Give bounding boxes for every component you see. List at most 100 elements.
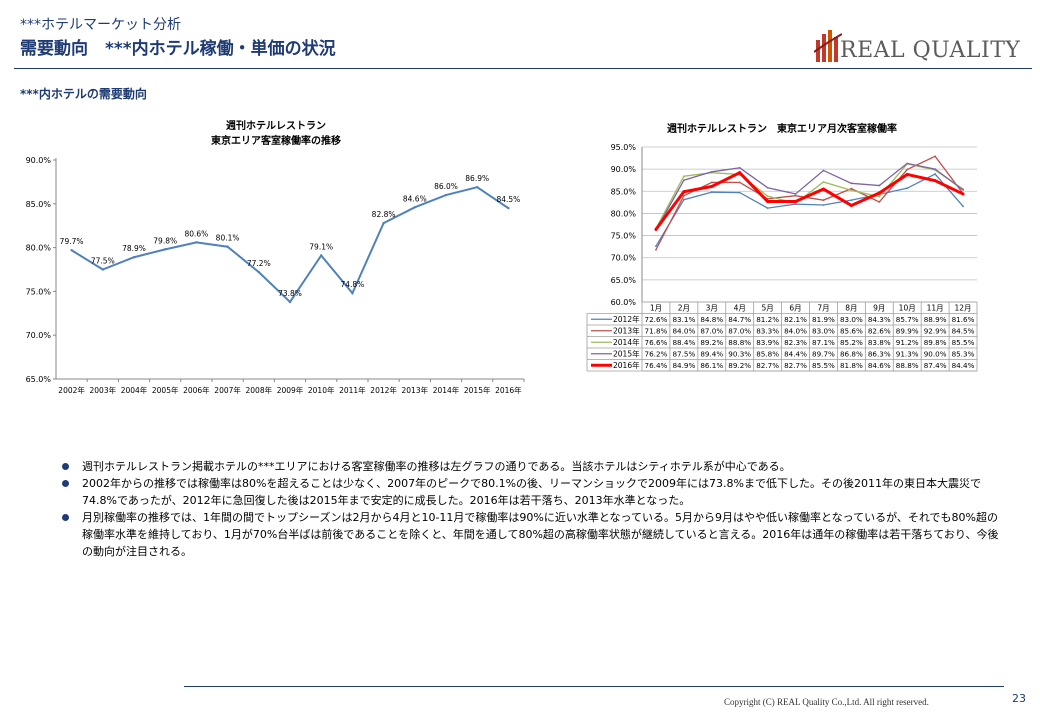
chart2-table-cell: 83.3% [756, 326, 779, 335]
chart1-data-label: 80.6% [184, 229, 208, 238]
chart1-x-tick-label: 2004年 [121, 385, 148, 395]
chart1-data-label: 77.2% [247, 259, 271, 268]
chart2-y-tick-label: 80.0% [611, 209, 637, 218]
chart1-data-point [164, 248, 167, 251]
chart2-data-point [794, 199, 798, 203]
chart2-data-point [794, 193, 797, 195]
chart2-data-point [905, 172, 909, 176]
chart2-data-point [822, 169, 825, 172]
chart2-table-cell: 85.5% [952, 338, 975, 347]
chart2-data-point [850, 182, 853, 185]
chart2-table-cell: 84.3% [868, 315, 891, 324]
chart2-data-point [934, 168, 937, 171]
bullet-item: 2002年からの推移では稼働率は80%を超えることは少なく、2007年のピークで… [62, 475, 1002, 509]
chart2-table-cell: 76.6% [645, 338, 668, 347]
chart2-y-tick-label: 95.0% [611, 143, 637, 152]
chart2-legend-label: 2015年 [613, 348, 640, 358]
chart2-data-point [933, 179, 937, 183]
chart1-x-tick-label: 2012年 [370, 385, 397, 395]
chart2-table-cell: 87.4% [924, 361, 947, 370]
chart1-x-tick-label: 2008年 [246, 385, 273, 395]
chart2-data-point [850, 187, 853, 190]
chart1-data-label: 77.5% [91, 257, 115, 266]
chart2-table-cell: 72.6% [645, 315, 668, 324]
chart2-data-point [738, 191, 741, 194]
chart2-y-tick-label: 60.0% [611, 298, 637, 307]
chart1-y-tick-label: 90.0% [26, 156, 52, 165]
section-title: ***内ホテルの需要動向 [20, 87, 147, 101]
chart2-data-point [934, 173, 937, 175]
chart2-table-cell: 85.6% [840, 326, 863, 335]
chart2-table-cell: 88.9% [924, 315, 947, 324]
chart2-data-point [655, 245, 657, 248]
chart2-series-line-2016年 [654, 170, 964, 231]
chart1-data-label: 80.1% [216, 234, 240, 243]
chart2-y-tick-label: 75.0% [611, 232, 637, 241]
chart2-table-cell: 84.9% [672, 361, 695, 370]
chart2-data-point [849, 203, 853, 207]
chart1-data-point [351, 291, 354, 295]
chart2-y-tick-label: 65.0% [611, 276, 637, 285]
chart2-table-cell: 86.1% [700, 361, 723, 370]
chart2-table-cell: 76.2% [645, 349, 668, 358]
chart1-data-point [476, 185, 479, 189]
chart2-data-point [766, 186, 769, 189]
chart2-table-cell: 87.5% [672, 349, 695, 358]
chart2-legend-label: 2014年 [613, 337, 640, 347]
chart2-data-point [738, 181, 741, 184]
chart2-data-point [654, 227, 658, 231]
chart1-data-point [413, 206, 416, 209]
chart2-table-cell: 84.4% [952, 361, 975, 370]
chart2-table-cell: 89.2% [728, 361, 751, 370]
chart2-table-cell: 83.0% [840, 315, 863, 324]
chart2-data-point [682, 175, 685, 178]
chart2-data-point [821, 187, 825, 191]
chart1-data-point [257, 270, 260, 274]
bullet-item: 月別稼働率の推移では、1年間の間でトップシーズンは2月から4月と10-11月で稼… [62, 509, 1002, 560]
chart1-x-tick-label: 2010年 [308, 385, 335, 395]
bullet-text: 月別稼働率の推移では、1年間の間でトップシーズンは2月から4月と10-11月で稼… [82, 511, 999, 558]
chart2-table-cell: 89.8% [924, 338, 947, 347]
bullet-text: 2002年からの推移では稼働率は80%を超えることは少なく、2007年のピークで… [82, 477, 981, 507]
chart1-x-tick-label: 2014年 [433, 385, 460, 395]
document-supertitle: ***ホテルマーケット分析 [20, 17, 181, 33]
chart2-series-line-2015年 [655, 162, 964, 231]
chart2-data-point [710, 170, 713, 173]
chart2-data-point [906, 187, 909, 190]
chart2-data-point [850, 199, 853, 202]
chart2-table-cell: 82.3% [784, 338, 807, 347]
chart2-legend-label: 2016年 [613, 360, 640, 370]
chart1-subtitle: 東京エリア客室稼働率の推移 [211, 134, 341, 147]
chart2-data-point [822, 199, 825, 202]
chart2-table-cell: 76.4% [645, 361, 668, 370]
chart1-y-tick-label: 75.0% [26, 287, 52, 296]
chart2-data-point [906, 168, 909, 171]
chart2-table-cell: 85.8% [756, 349, 779, 358]
chart2-data-point [710, 184, 714, 188]
chart2-month-label: 1月 [650, 304, 662, 313]
chart1-x-tick-label: 2015年 [464, 385, 491, 395]
chart2-data-point [682, 198, 685, 201]
chart2-table-cell: 87.0% [728, 326, 751, 335]
chart1-data-label: 74.8% [340, 280, 364, 289]
chart2-table-cell: 85.3% [952, 349, 975, 358]
chart1-data-point [507, 206, 510, 210]
chart1-title: 週刊ホテルレストラン [226, 120, 326, 132]
chart2-data-point [766, 195, 769, 198]
chart2-table-cell: 82.7% [784, 361, 807, 370]
chart2-table-cell: 83.1% [672, 315, 695, 324]
bullet-icon [62, 514, 69, 521]
chart2-table-cell: 92.9% [924, 326, 947, 335]
chart2-y-tick-label: 85.0% [611, 187, 637, 196]
chart2-table-cell: 85.2% [840, 338, 863, 347]
chart2-table-cell: 82.1% [784, 315, 807, 324]
chart2-table-cell: 91.3% [896, 349, 919, 358]
chart2-data-point [655, 248, 657, 251]
chart2-month-label: 5月 [761, 304, 773, 313]
chart2-data-point [961, 192, 965, 196]
chart1-x-tick-label: 2002年 [58, 385, 85, 395]
chart1-x-tick-label: 2009年 [277, 385, 304, 395]
chart2-data-point [962, 189, 964, 191]
chart2-table-cell: 71.8% [645, 326, 668, 335]
chart2-month-label: 6月 [789, 304, 801, 313]
